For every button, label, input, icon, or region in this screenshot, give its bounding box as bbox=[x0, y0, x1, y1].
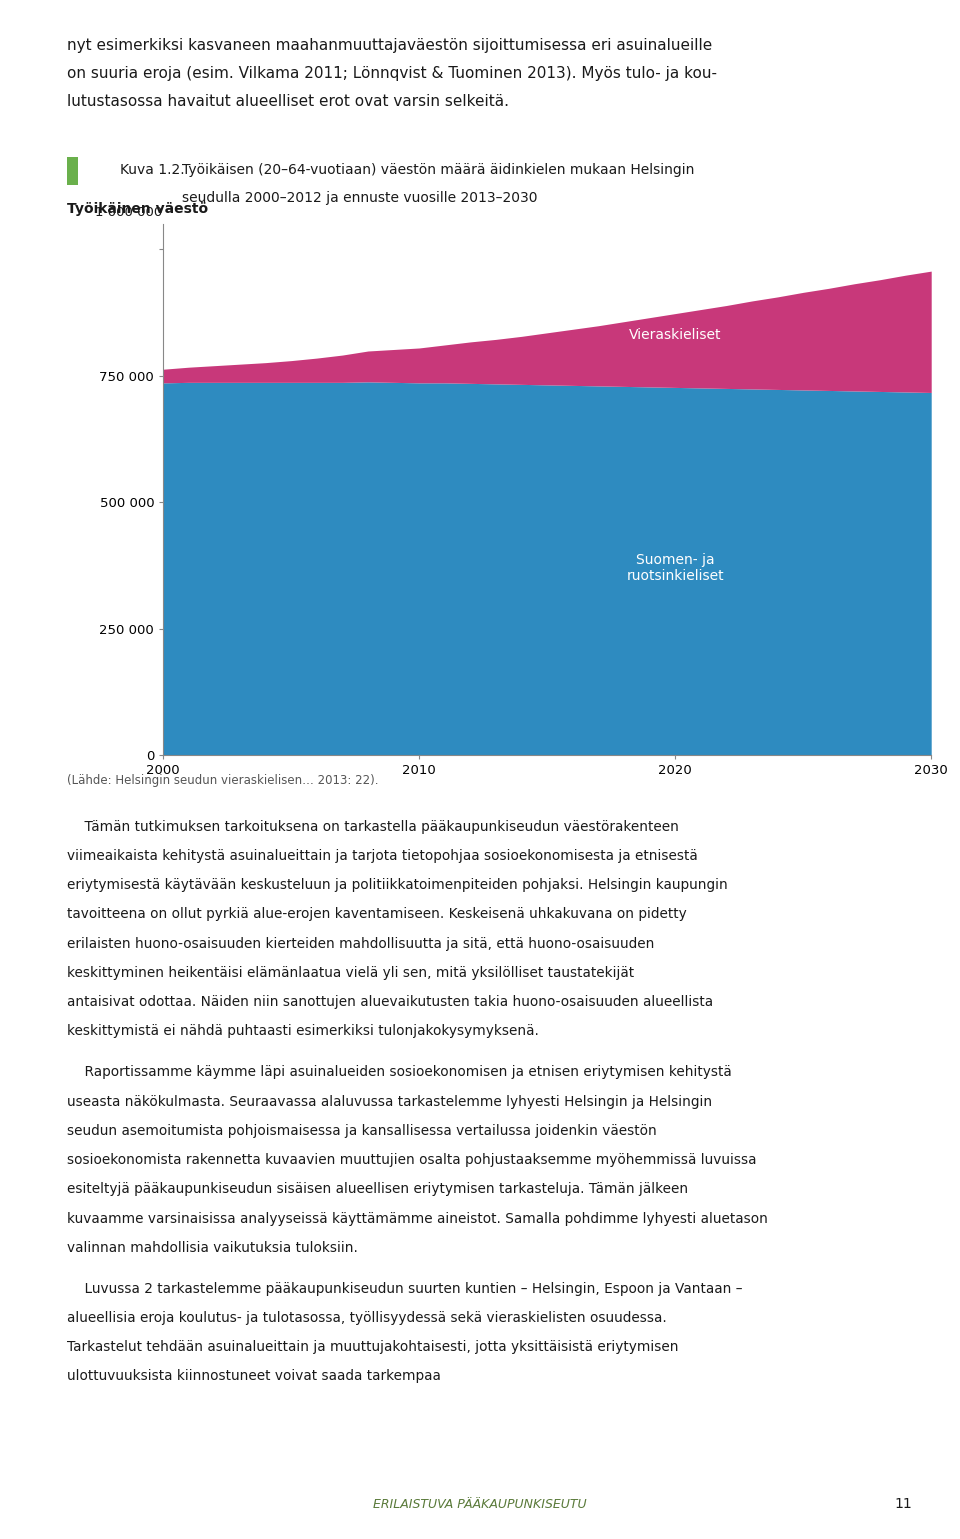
Text: seudulla 2000–2012 ja ennuste vuosille 2013–2030: seudulla 2000–2012 ja ennuste vuosille 2… bbox=[182, 191, 538, 205]
Text: alueellisia eroja koulutus- ja tulotasossa, työllisyydessä sekä vieraskielisten : alueellisia eroja koulutus- ja tulotasos… bbox=[67, 1311, 667, 1325]
Text: antaisivat odottaa. Näiden niin sanottujen aluevaikutusten takia huono-osaisuude: antaisivat odottaa. Näiden niin sanottuj… bbox=[67, 996, 713, 1010]
Text: tavoitteena on ollut pyrkiä alue-erojen kaventamiseen. Keskeisenä uhkakuvana on : tavoitteena on ollut pyrkiä alue-erojen … bbox=[67, 908, 687, 922]
Text: seudun asemoitumista pohjoismaisessa ja kansallisessa vertailussa joidenkin väes: seudun asemoitumista pohjoismaisessa ja … bbox=[67, 1123, 657, 1137]
Text: Kuva 1.2.: Kuva 1.2. bbox=[120, 163, 184, 177]
Text: sosioekonomista rakennetta kuvaavien muuttujien osalta pohjustaaksemme myöhemmis: sosioekonomista rakennetta kuvaavien muu… bbox=[67, 1153, 756, 1167]
Text: Työikäinen väestö: Työikäinen väestö bbox=[67, 203, 208, 217]
Text: Tarkastelut tehdään asuinalueittain ja muuttujakohtaisesti, jotta yksittäisistä : Tarkastelut tehdään asuinalueittain ja m… bbox=[67, 1340, 679, 1354]
Text: keskittymistä ei nähdä puhtaasti esimerkiksi tulonjakokysymyksenä.: keskittymistä ei nähdä puhtaasti esimerk… bbox=[67, 1025, 540, 1039]
Text: on suuria eroja (esim. Vilkama 2011; Lönnqvist & Tuominen 2013). Myös tulo- ja k: on suuria eroja (esim. Vilkama 2011; Lön… bbox=[67, 66, 717, 82]
Text: Suomen- ja
ruotsinkieliset: Suomen- ja ruotsinkieliset bbox=[626, 553, 724, 583]
Text: ulottuvuuksista kiinnostuneet voivat saada tarkempaa: ulottuvuuksista kiinnostuneet voivat saa… bbox=[67, 1370, 441, 1384]
Text: nyt esimerkiksi kasvaneen maahanmuuttajaväestön sijoittumisessa eri asuinalueill: nyt esimerkiksi kasvaneen maahanmuuttaja… bbox=[67, 38, 712, 54]
Text: esiteltyjä pääkaupunkiseudun sisäisen alueellisen eriytymisen tarkasteluja. Tämä: esiteltyjä pääkaupunkiseudun sisäisen al… bbox=[67, 1182, 688, 1196]
Text: Raportissamme käymme läpi asuinalueiden sosioekonomisen ja etnisen eriytymisen k: Raportissamme käymme läpi asuinalueiden … bbox=[67, 1065, 732, 1079]
Text: Tämän tutkimuksen tarkoituksena on tarkastella pääkaupunkiseudun väestörakenteen: Tämän tutkimuksen tarkoituksena on tarka… bbox=[67, 820, 679, 834]
Text: Vieraskieliset: Vieraskieliset bbox=[629, 328, 722, 342]
Text: erilaisten huono-osaisuuden kierteiden mahdollisuutta ja sitä, että huono-osaisu: erilaisten huono-osaisuuden kierteiden m… bbox=[67, 937, 655, 951]
Text: ERILAISTUVA PÄÄKAUPUNKISEUTU: ERILAISTUVA PÄÄKAUPUNKISEUTU bbox=[373, 1499, 587, 1511]
Text: lutustasossa havaitut alueelliset erot ovat varsin selkeitä.: lutustasossa havaitut alueelliset erot o… bbox=[67, 94, 509, 109]
Text: 1 000 000: 1 000 000 bbox=[95, 206, 162, 220]
Text: eriytymisestä käytävään keskusteluun ja politiikkatoimenpiteiden pohjaksi. Helsi: eriytymisestä käytävään keskusteluun ja … bbox=[67, 879, 728, 893]
Text: useasta näkökulmasta. Seuraavassa alaluvussa tarkastelemme lyhyesti Helsingin ja: useasta näkökulmasta. Seuraavassa alaluv… bbox=[67, 1094, 712, 1108]
Text: valinnan mahdollisia vaikutuksia tuloksiin.: valinnan mahdollisia vaikutuksia tuloksi… bbox=[67, 1240, 358, 1254]
Text: kuvaamme varsinaisissa analyyseissä käyttämämme aineistot. Samalla pohdimme lyhy: kuvaamme varsinaisissa analyyseissä käyt… bbox=[67, 1211, 768, 1225]
Text: keskittyminen heikentäisi elämänlaatua vielä yli sen, mitä yksilölliset taustate: keskittyminen heikentäisi elämänlaatua v… bbox=[67, 966, 635, 980]
Text: Työikäisen (20–64-vuotiaan) väestön määrä äidinkielen mukaan Helsingin: Työikäisen (20–64-vuotiaan) väestön määr… bbox=[182, 163, 695, 177]
Text: 11: 11 bbox=[895, 1497, 912, 1511]
Text: viimeaikaista kehitystä asuinalueittain ja tarjota tietopohjaa sosioekonomisesta: viimeaikaista kehitystä asuinalueittain … bbox=[67, 850, 698, 863]
Text: (Lähde: Helsingin seudun vieraskielisen… 2013: 22).: (Lähde: Helsingin seudun vieraskielisen…… bbox=[67, 774, 378, 786]
Text: Luvussa 2 tarkastelemme pääkaupunkiseudun suurten kuntien – Helsingin, Espoon ja: Luvussa 2 tarkastelemme pääkaupunkiseudu… bbox=[67, 1282, 743, 1296]
